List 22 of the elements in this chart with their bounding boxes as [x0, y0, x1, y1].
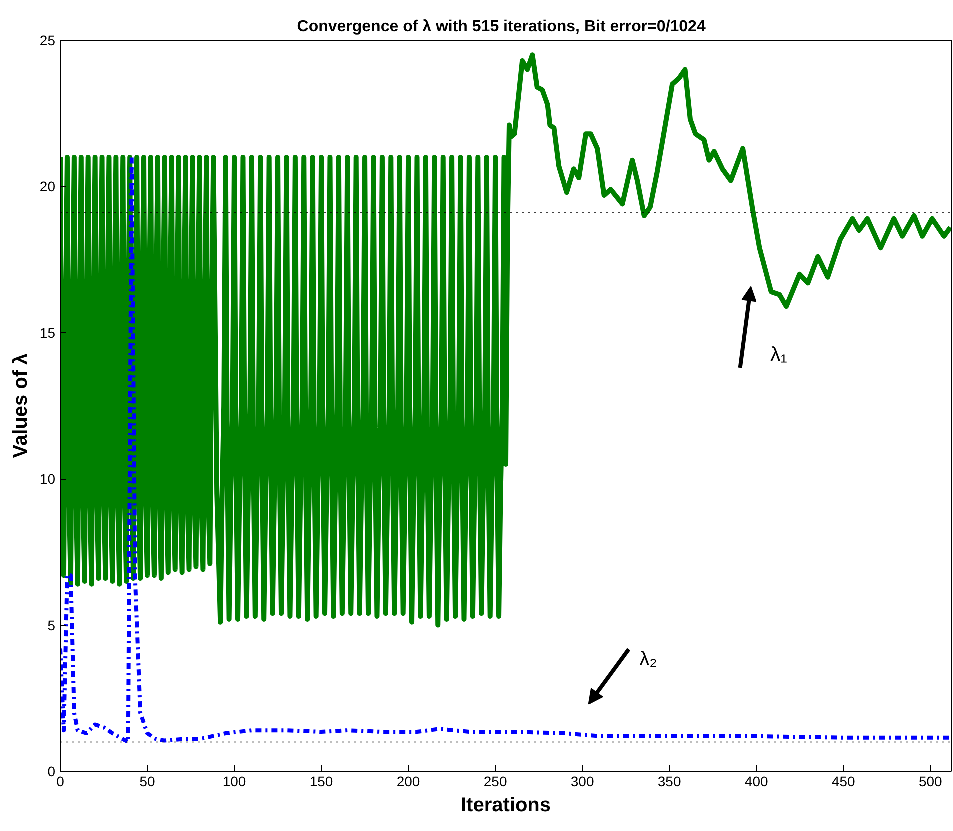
x-tick-label: 150: [310, 774, 334, 790]
annotation: λ₁: [770, 344, 788, 366]
chart-title: Convergence of λ with 515 iterations, Bit error=0/1024: [297, 18, 706, 36]
x-tick-label: 350: [658, 774, 682, 790]
annotation: λ₂: [640, 648, 658, 671]
x-tick-label: 300: [570, 774, 594, 790]
y-tick-label: 20: [40, 178, 56, 195]
line-series: [60, 155, 952, 744]
y-tick-label: 0: [48, 764, 56, 780]
x-tick-label: 450: [832, 774, 856, 790]
x-tick-label: 50: [140, 774, 156, 790]
y-tick-label: 10: [40, 471, 56, 488]
x-tick-label: 400: [744, 774, 768, 790]
x-axis-title: Iterations: [460, 794, 552, 816]
x-tick-label: 200: [396, 774, 420, 790]
y-axis-title: Values of λ: [10, 354, 32, 458]
x-tick-label: 500: [918, 774, 943, 790]
y-tick-label: 25: [40, 32, 56, 48]
y-tick-label: 5: [48, 617, 56, 634]
y-tick-label: 15: [40, 324, 56, 341]
x-tick-label: 250: [484, 774, 508, 790]
x-tick-label: 100: [222, 774, 246, 790]
